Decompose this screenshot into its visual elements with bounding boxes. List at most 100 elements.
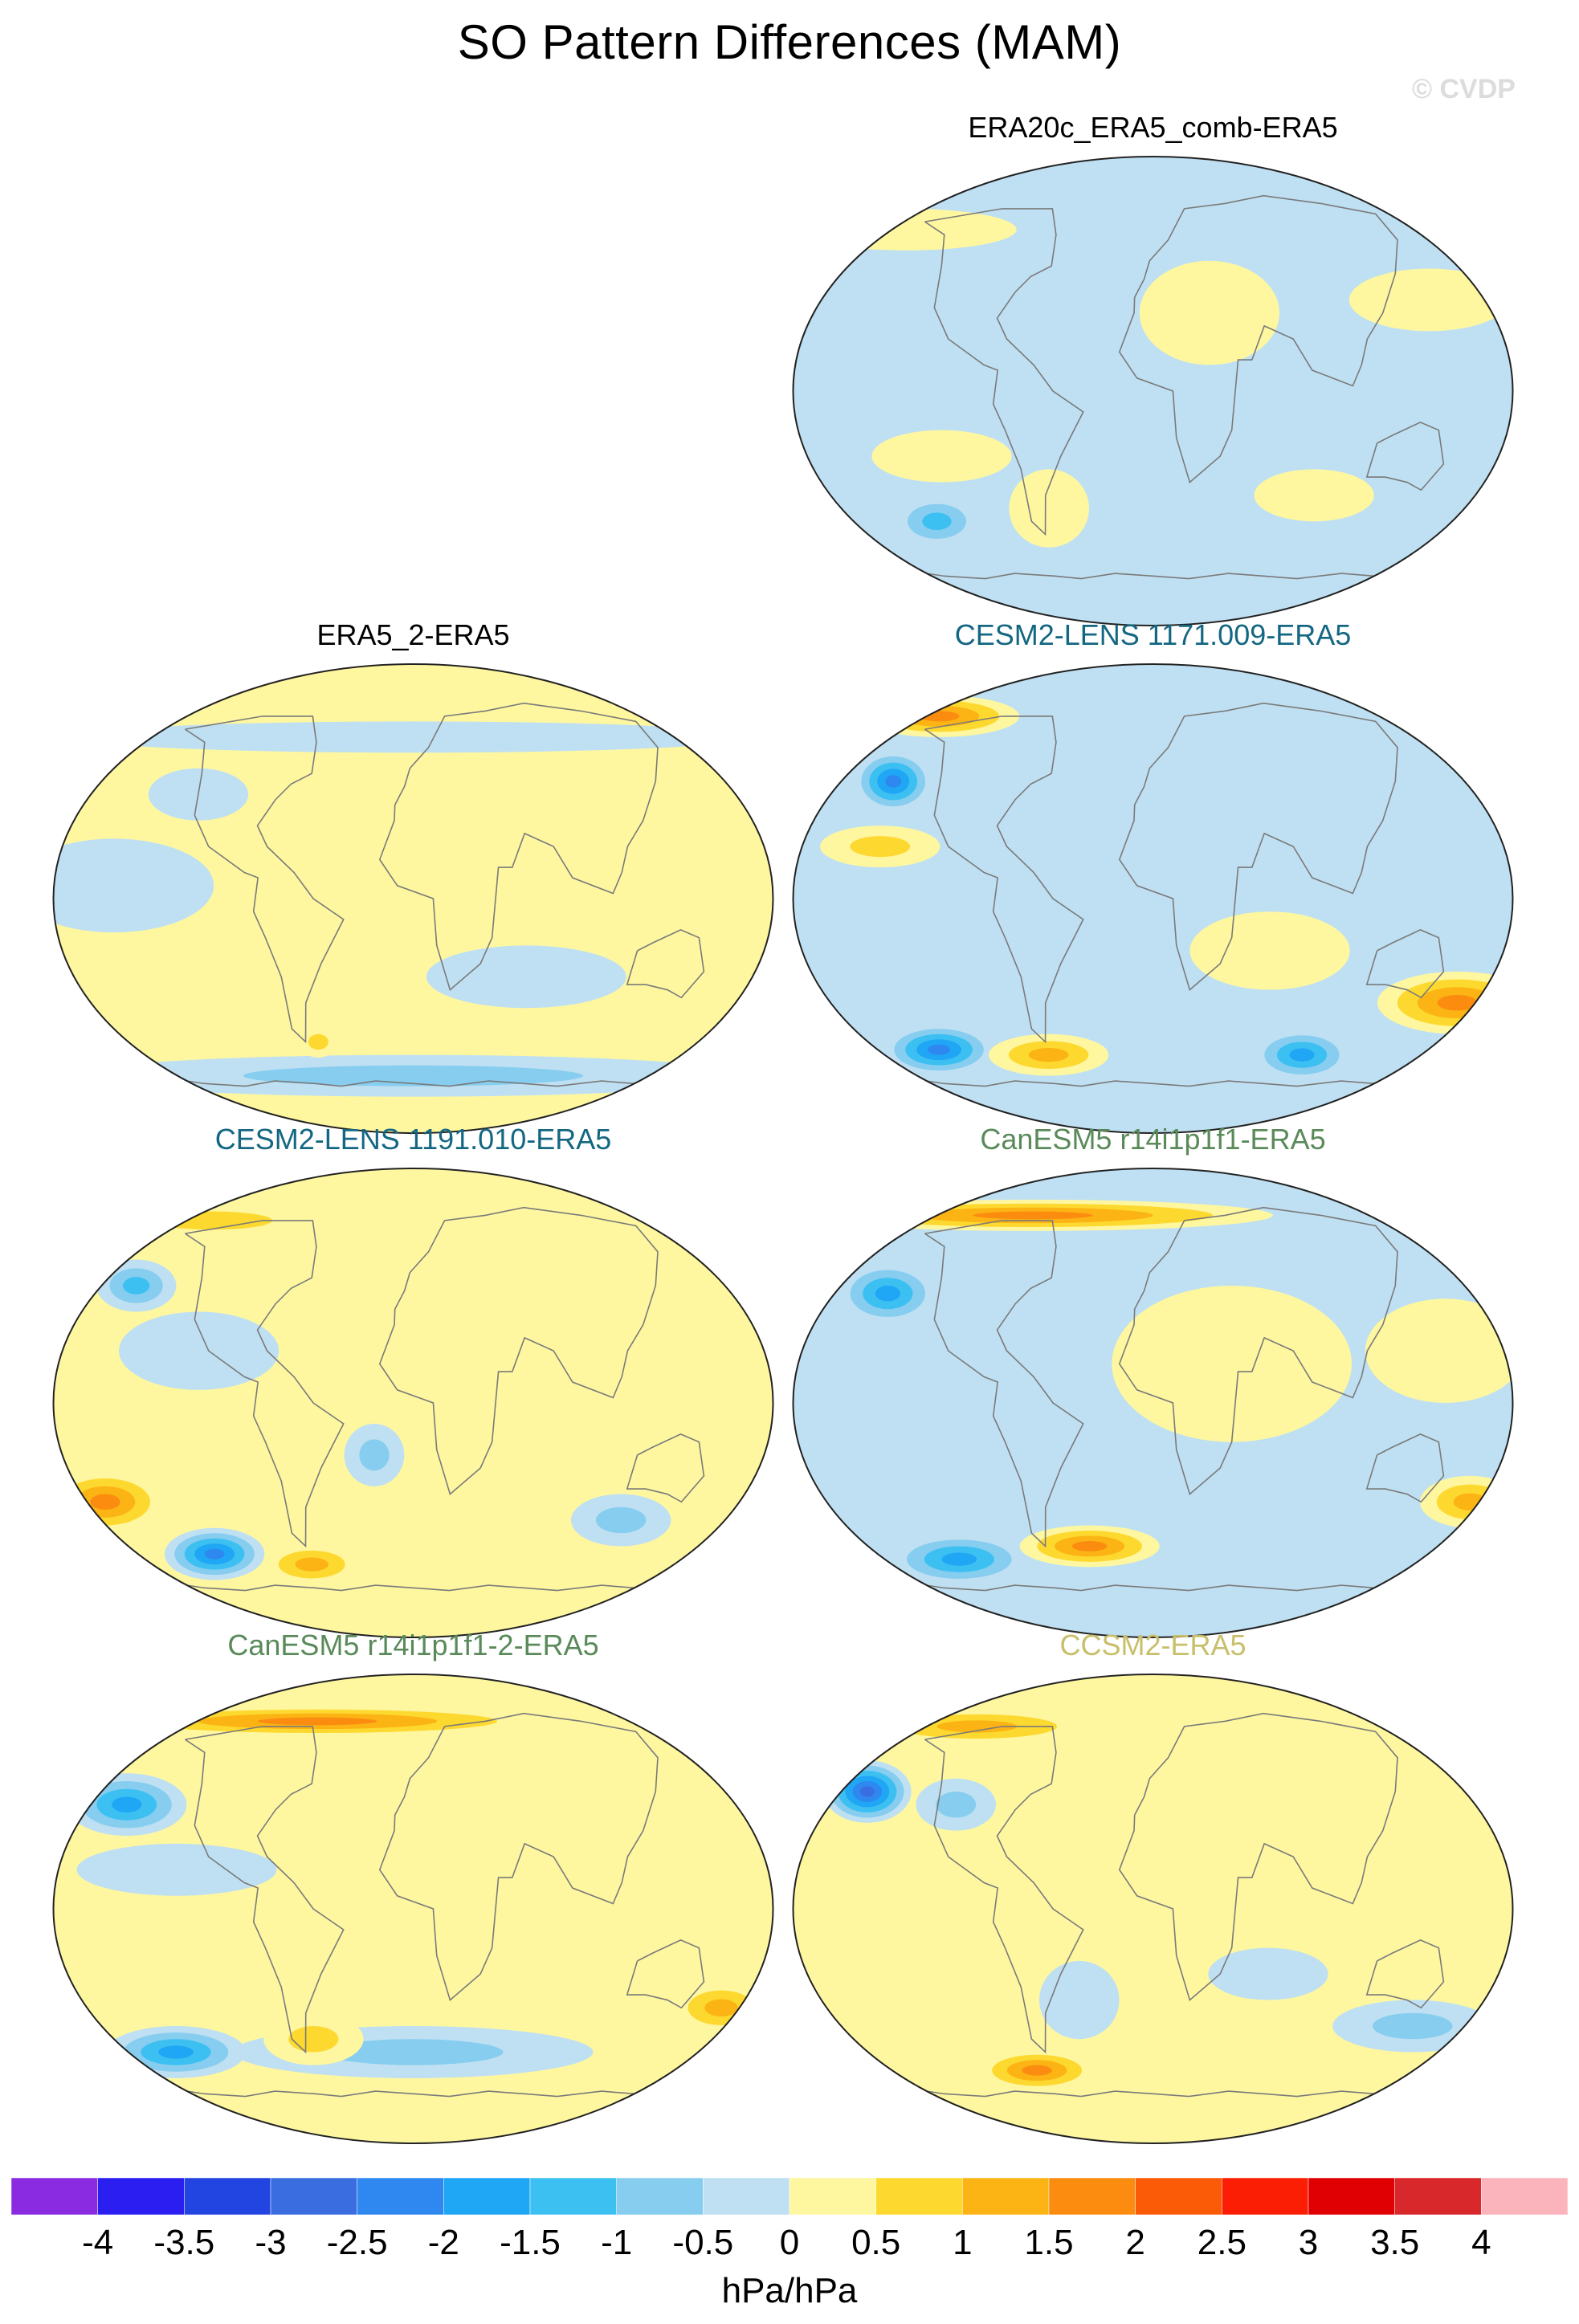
map-panel-6: CanESM5 r14i1p1f1-2-ERA5	[50, 1629, 777, 2191]
cvdp-watermark: © CVDP	[1412, 74, 1516, 104]
coastline	[924, 716, 1084, 1044]
colorbar-tick-label: -2.5	[326, 2223, 388, 2262]
map-panel-7: CCSM2-ERA5	[790, 1629, 1516, 2191]
anomaly-contour	[1348, 268, 1510, 332]
colorbar-tick-label: 2	[1125, 2223, 1145, 2262]
colorbar-swatch	[1048, 2177, 1136, 2216]
coastline	[378, 1712, 659, 2001]
anomaly-contour	[1139, 260, 1280, 365]
coastline	[1365, 929, 1445, 999]
antarctica-coastline	[186, 1080, 634, 1087]
colorbar-swatch	[270, 2177, 357, 2216]
anomaly-contour	[308, 1034, 328, 1050]
colorbar-swatch	[443, 2177, 531, 2216]
colorbar-tick-label: -1.5	[500, 2223, 561, 2262]
anomaly-contour	[1112, 1286, 1352, 1442]
anomaly-contour	[1009, 469, 1089, 548]
anomaly-contour	[875, 1286, 900, 1302]
colorbar-swatch	[1135, 2177, 1222, 2216]
anomaly-contour	[922, 512, 952, 531]
anomaly-contour	[1208, 1947, 1328, 2000]
coastline	[185, 1220, 345, 1548]
anomaly-contour	[796, 208, 1017, 251]
coastline	[378, 702, 659, 991]
colorbar-swatch	[529, 2177, 617, 2216]
map-6	[52, 1674, 774, 2144]
anomaly-contour	[850, 836, 911, 858]
colorbar-tick-label: 4	[1471, 2223, 1491, 2262]
colorbar-tick-label: -3	[255, 2223, 287, 2262]
anomaly-contour	[119, 1311, 279, 1390]
coastline	[626, 929, 705, 999]
colorbar-swatch	[1481, 2177, 1568, 2216]
coastline	[626, 1433, 705, 1503]
colorbar-swatch	[875, 2177, 963, 2216]
map-panel-5: CanESM5 r14i1p1f1-ERA5	[790, 1123, 1516, 1685]
anomaly-contour	[596, 1507, 647, 1534]
colorbar-swatch	[1394, 2177, 1482, 2216]
colorbar-swatch	[616, 2177, 704, 2216]
anomaly-contour	[323, 2039, 504, 2065]
anomaly-contour	[1289, 1048, 1315, 1062]
panel-title-5: CanESM5 r14i1p1f1-ERA5	[980, 1123, 1326, 1156]
map-panel-2: ERA5_2-ERA5	[50, 618, 777, 1180]
anomaly-contour	[704, 1999, 738, 2017]
anomaly-contour	[1254, 469, 1374, 522]
anomaly-contour	[204, 1548, 225, 1560]
main-title: SO Pattern Differences (MAM)	[457, 15, 1122, 69]
map-border	[792, 1674, 1514, 2144]
colorbar-swatch	[97, 2177, 185, 2216]
antarctica-coastline	[926, 1080, 1374, 1087]
coastline	[1365, 1433, 1445, 1503]
colorbar-swatch	[357, 2177, 444, 2216]
antarctica-coastline	[186, 2090, 634, 2098]
panel-title-4: CESM2-LENS 1191.010-ERA5	[214, 1123, 612, 1156]
coastline	[924, 208, 1084, 536]
anomaly-contour	[152, 1211, 272, 1230]
coastline	[185, 716, 345, 1044]
map-border	[52, 1674, 774, 2144]
map-7	[792, 1674, 1514, 2144]
anomaly-contour	[1437, 995, 1478, 1011]
anomaly-contour	[859, 1786, 875, 1797]
map-4	[52, 1168, 774, 1638]
coastline	[185, 1726, 345, 2054]
anomaly-contour	[1453, 1493, 1487, 1511]
antarctica-coastline	[926, 1584, 1374, 1592]
map-3	[792, 663, 1514, 1134]
colorbar-swatch	[184, 2177, 271, 2216]
coastline	[924, 1726, 1084, 2054]
anomaly-contour	[426, 945, 626, 1009]
coastline	[1118, 1712, 1398, 2001]
coastline	[1365, 1939, 1445, 2009]
colorbar-swatch	[1222, 2177, 1309, 2216]
map-panel-1: ERA20c_ERA5_comb-ERA5	[790, 111, 1516, 673]
anomaly-contour	[1189, 911, 1350, 990]
map-border	[52, 1168, 774, 1638]
coastline	[1118, 702, 1398, 991]
colorbar-tick-label: -0.5	[672, 2223, 734, 2262]
colorbar-swatch	[703, 2177, 790, 2216]
colorbar-tick-label: 1	[953, 2223, 973, 2262]
anomaly-contour	[1071, 1540, 1108, 1551]
map-border	[792, 1168, 1514, 1638]
anomaly-contour	[941, 1552, 977, 1566]
coastline	[924, 1220, 1084, 1548]
map-panel-4: CESM2-LENS 1191.010-ERA5	[50, 1123, 777, 1685]
anomaly-contour	[1022, 2065, 1052, 2076]
colorbar-tick-label: 0	[779, 2223, 800, 2262]
colorbar-swatch	[789, 2177, 876, 2216]
colorbar-units: hPa/hPa	[721, 2271, 858, 2310]
colorbar-swatch	[1308, 2177, 1395, 2216]
anomaly-contour	[90, 1494, 120, 1511]
panel-title-6: CanESM5 r14i1p1f1-2-ERA5	[227, 1629, 599, 1661]
anomaly-contour	[76, 1843, 277, 1896]
colorbar-tick-label: 1.5	[1024, 2223, 1074, 2262]
anomaly-contour	[53, 838, 214, 933]
anomaly-contour	[257, 1717, 377, 1726]
map-border	[792, 663, 1514, 1134]
anomaly-contour	[973, 1211, 1093, 1220]
anomaly-contour	[1373, 2012, 1453, 2040]
coastline	[1118, 1206, 1398, 1495]
map-5	[792, 1168, 1514, 1638]
